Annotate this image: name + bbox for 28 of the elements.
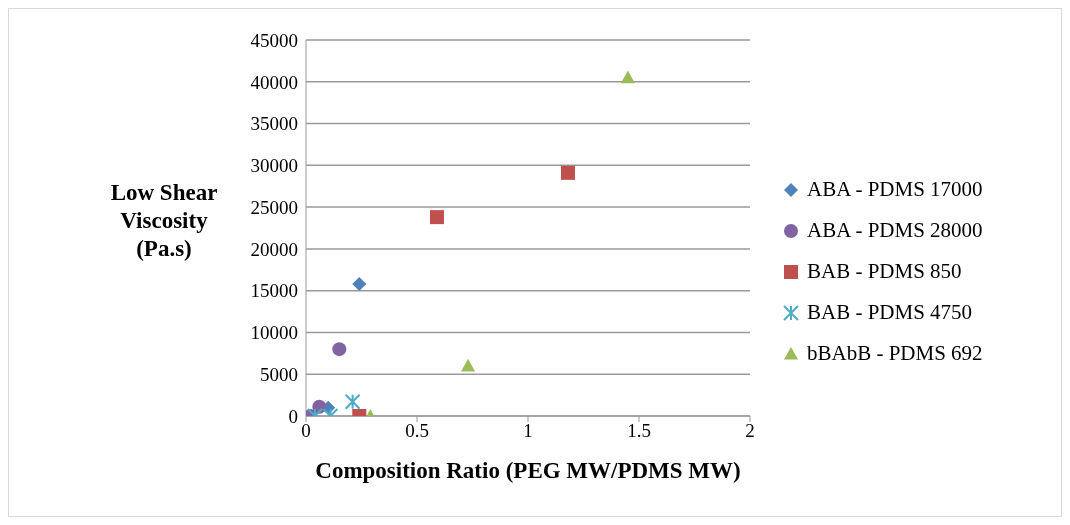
y-tick-label: 20000 (250, 238, 298, 260)
point (344, 393, 361, 410)
y-tick-label: 40000 (250, 71, 298, 93)
point (429, 210, 444, 225)
y-tick-label: 30000 (250, 155, 298, 177)
y-tick-label: 0 (288, 405, 298, 427)
point (352, 276, 367, 291)
legend-label: ABA - PDMS 17000 (807, 177, 983, 202)
y-tick-label: 5000 (260, 363, 298, 385)
y-tick-label: 10000 (250, 322, 298, 344)
y-axis-title: Low Shear Viscosity (Pa.s) (109, 179, 219, 263)
x-tick-label: 2 (745, 420, 755, 442)
x-tick-label: 0.5 (405, 420, 429, 442)
y-tick-label: 25000 (250, 196, 298, 218)
legend-label: bBAbB - PDMS 692 (807, 341, 983, 366)
point (461, 358, 476, 372)
y-tick-label: 45000 (250, 29, 298, 51)
x-tick-label: 1.5 (627, 420, 651, 442)
point (332, 342, 347, 357)
legend-label: ABA - PDMS 28000 (807, 218, 983, 243)
legend-label: BAB - PDMS 850 (807, 259, 962, 284)
y-tick-label: 35000 (250, 113, 298, 135)
point (560, 165, 575, 180)
legend-label: BAB - PDMS 4750 (807, 300, 973, 325)
point (620, 70, 635, 84)
x-axis-title: Composition Ratio (PEG MW/PDMS MW) (315, 458, 741, 483)
x-tick-label: 1 (523, 420, 533, 442)
y-tick-label: 15000 (250, 280, 298, 302)
